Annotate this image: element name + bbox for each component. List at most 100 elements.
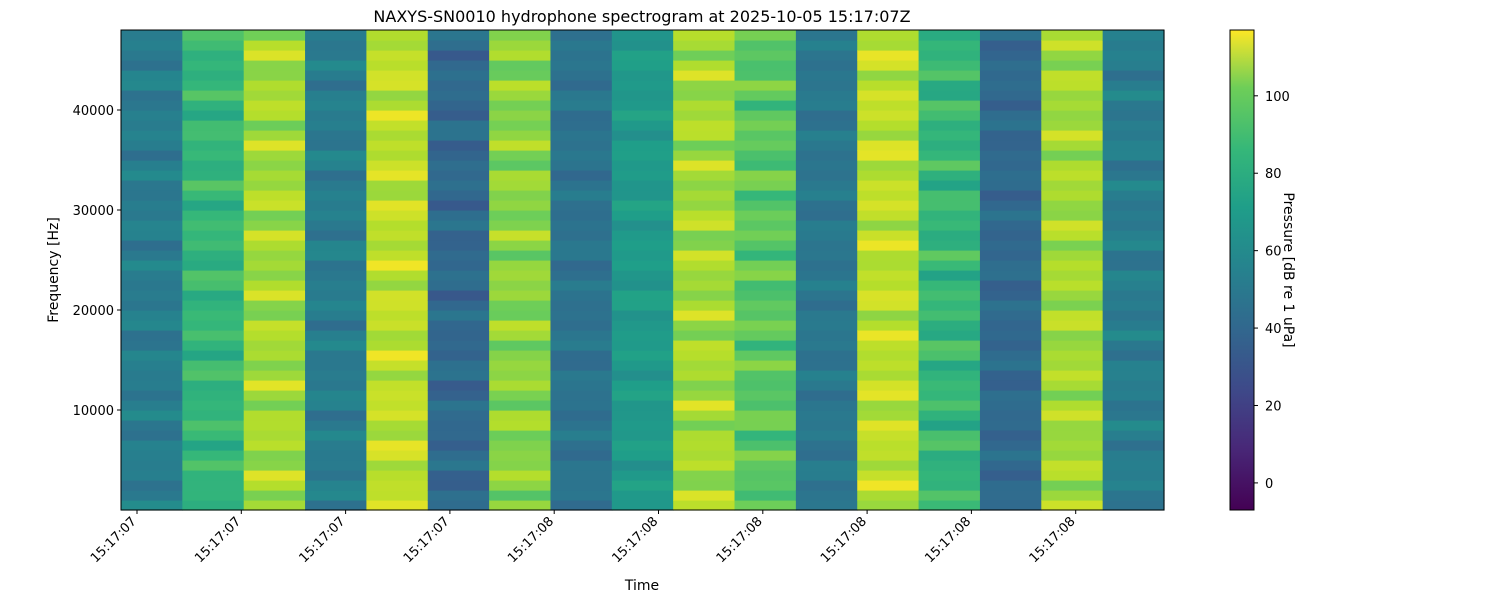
spectrogram-cell	[305, 340, 368, 351]
spectrogram-cell	[366, 240, 429, 251]
spectrogram-cell	[182, 500, 245, 511]
spectrogram-cell	[734, 100, 797, 111]
spectrogram-cell	[305, 70, 368, 81]
spectrogram-cell	[182, 190, 245, 201]
spectrogram-cell	[121, 490, 183, 501]
spectrogram-cell	[305, 390, 368, 401]
spectrogram-cell	[857, 230, 920, 241]
spectrogram-cell	[550, 50, 613, 61]
spectrogram-cell	[918, 220, 981, 231]
spectrogram-cell	[305, 380, 368, 391]
spectrogram-cell	[489, 460, 552, 471]
spectrogram-cell	[121, 330, 183, 341]
spectrogram-cell	[1102, 130, 1165, 141]
spectrogram-cell	[305, 200, 368, 211]
spectrogram-cell	[366, 200, 429, 211]
spectrogram-cell	[1041, 30, 1104, 41]
spectrogram-cell	[857, 80, 920, 91]
spectrogram-cell	[795, 220, 858, 231]
spectrogram-cell	[243, 210, 306, 221]
spectrogram-cell	[182, 230, 245, 241]
spectrogram-cell	[427, 150, 490, 161]
spectrogram-cell	[182, 200, 245, 211]
spectrogram-cell	[243, 240, 306, 251]
spectrogram-cell	[243, 200, 306, 211]
spectrogram-cell	[1041, 260, 1104, 271]
spectrogram-cell	[427, 500, 490, 511]
spectrogram-cell	[305, 300, 368, 311]
spectrogram-cell	[182, 240, 245, 251]
x-tick-label: 15:17:07	[297, 514, 349, 566]
spectrogram-cell	[734, 70, 797, 81]
spectrogram-cell	[795, 370, 858, 381]
spectrogram-cell	[550, 130, 613, 141]
spectrogram-cell	[918, 50, 981, 61]
spectrogram-cell	[734, 140, 797, 151]
spectrogram-cell	[550, 390, 613, 401]
spectrogram-cell	[918, 270, 981, 281]
spectrogram-cell	[121, 260, 183, 271]
spectrogram-cell	[918, 100, 981, 111]
spectrogram-cell	[734, 60, 797, 71]
spectrogram-cell	[918, 400, 981, 411]
spectrogram-cell	[857, 480, 920, 491]
spectrogram-cell	[366, 80, 429, 91]
spectrogram-cell	[918, 360, 981, 371]
spectrogram-cell	[734, 330, 797, 341]
spectrogram-cell	[918, 330, 981, 341]
spectrogram-cell	[918, 40, 981, 51]
spectrogram-cell	[550, 500, 613, 511]
spectrogram-cell	[366, 350, 429, 361]
spectrogram-cell	[734, 310, 797, 321]
spectrogram-cell	[243, 280, 306, 291]
spectrogram-cell	[1041, 270, 1104, 281]
spectrogram-cell	[121, 320, 183, 331]
spectrogram-cell	[489, 240, 552, 251]
spectrogram-cell	[550, 140, 613, 151]
spectrogram-cell	[611, 230, 674, 241]
spectrogram-cell	[795, 180, 858, 191]
spectrogram-cell	[673, 320, 736, 331]
spectrogram-cell	[366, 410, 429, 421]
spectrogram-cell	[795, 300, 858, 311]
spectrogram-cell	[182, 290, 245, 301]
spectrogram-cell	[611, 360, 674, 371]
spectrogram-cell	[366, 420, 429, 431]
spectrogram-cell	[305, 490, 368, 501]
spectrogram-cell	[1041, 110, 1104, 121]
spectrogram-cell	[305, 80, 368, 91]
y-tick-label: 10000	[73, 404, 114, 419]
spectrogram-cell	[427, 240, 490, 251]
spectrogram-cell	[550, 100, 613, 111]
spectrogram-cell	[121, 140, 183, 151]
spectrogram-cell	[1041, 40, 1104, 51]
spectrogram-cell	[121, 30, 183, 41]
spectrogram-cell	[1102, 260, 1165, 271]
spectrogram-cell	[489, 160, 552, 171]
spectrogram-cell	[734, 50, 797, 61]
spectrogram-cell	[857, 490, 920, 501]
spectrogram-cell	[1102, 330, 1165, 341]
spectrogram-cell	[1102, 180, 1165, 191]
spectrogram-cell	[489, 380, 552, 391]
spectrogram-cell	[427, 40, 490, 51]
spectrogram-cell	[795, 190, 858, 201]
spectrogram-cell	[243, 450, 306, 461]
spectrogram-cell	[366, 100, 429, 111]
spectrogram-cell	[182, 140, 245, 151]
spectrogram-cell	[305, 120, 368, 131]
spectrogram-cell	[1102, 140, 1165, 151]
spectrogram-cell	[979, 180, 1042, 191]
spectrogram-cell	[305, 100, 368, 111]
spectrogram-cell	[611, 110, 674, 121]
spectrogram-cell	[243, 490, 306, 501]
spectrogram-cell	[611, 50, 674, 61]
spectrogram-cell	[673, 90, 736, 101]
spectrogram-cell	[1041, 70, 1104, 81]
spectrogram-cell	[795, 170, 858, 181]
spectrogram-cell	[857, 140, 920, 151]
spectrogram-cell	[857, 300, 920, 311]
spectrogram-cell	[673, 460, 736, 471]
spectrogram-cell	[611, 400, 674, 411]
spectrogram-cell	[182, 390, 245, 401]
